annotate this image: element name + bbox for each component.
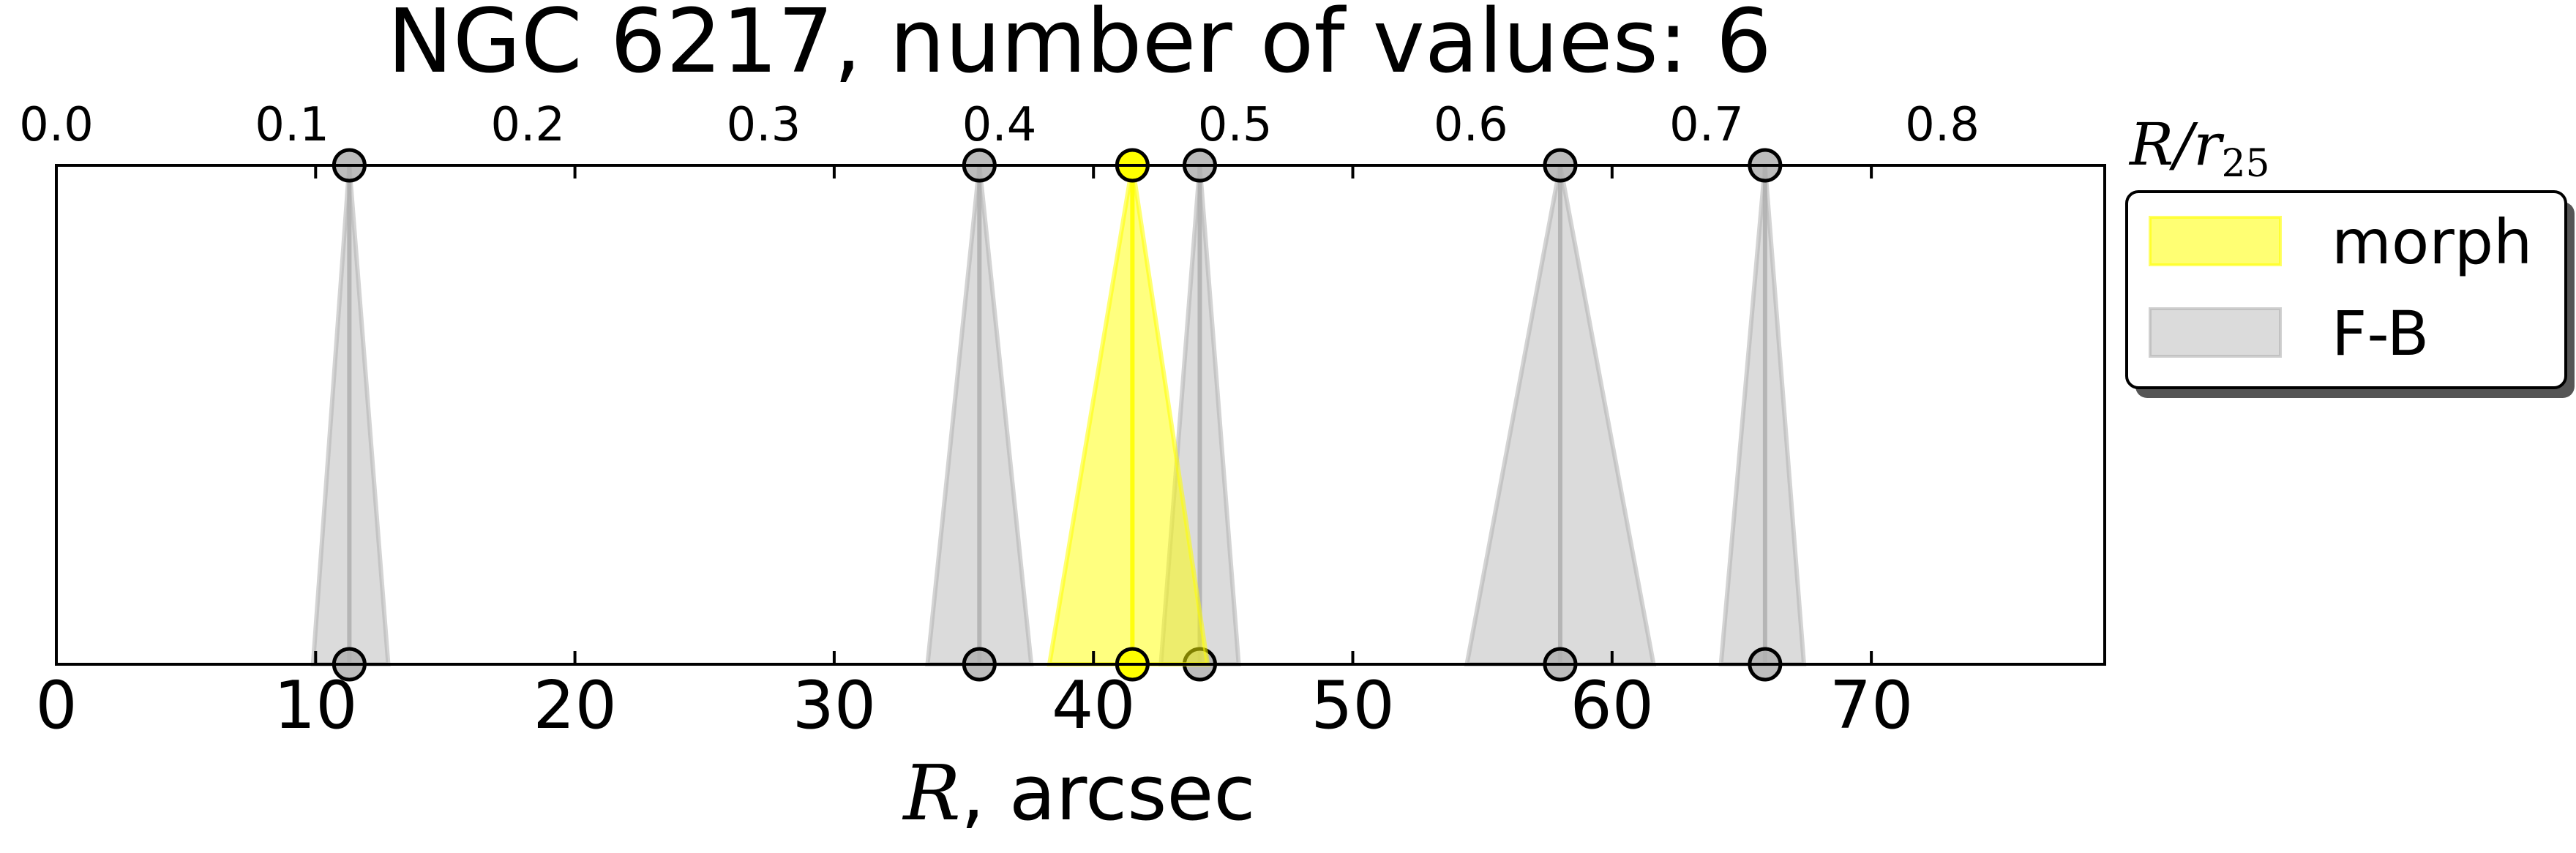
x-tick-label: 10 [274, 667, 358, 744]
x2-tick-label: 0.0 [19, 98, 94, 152]
x2-tick-label: 0.6 [1434, 98, 1508, 152]
top-axis-label-sub: 25 [2221, 142, 2269, 186]
x-tick-label: 70 [1830, 667, 1914, 744]
legend: morph F-B [2125, 190, 2575, 398]
f-b-uncertainty-4 [1718, 165, 1807, 666]
x2-tick-label: 0.1 [255, 98, 329, 152]
legend-swatch-fb [2149, 307, 2282, 358]
x2-tick-label: 0.2 [490, 98, 565, 152]
x2-tick-label: 0.4 [962, 98, 1037, 152]
chart-title: NGC 6217, number of values: 6 [387, 0, 1772, 93]
x-axis-label-text: , arcsec [961, 748, 1256, 838]
x-axis-top: 0.0 0.1 0.2 0.3 0.4 0.5 0.6 0.7 0.8 [19, 98, 1980, 152]
x-tick-label: 60 [1570, 667, 1655, 744]
plot-area [310, 148, 1807, 682]
legend-label-fb: F-B [2332, 298, 2429, 369]
x2-tick-label: 0.7 [1669, 98, 1744, 152]
x2-tick-label: 0.3 [727, 98, 801, 152]
x2-tick-label: 0.5 [1198, 98, 1273, 152]
legend-swatch-morph [2149, 216, 2282, 266]
x-axis-label: R, arcsec [902, 748, 1255, 838]
x-tick-label: 50 [1311, 667, 1395, 744]
x-axis-label-symbol: R [902, 748, 960, 838]
x-tick-label: 40 [1052, 667, 1136, 744]
x-axis-bottom: 0 10 20 30 40 50 60 70 [35, 165, 1913, 744]
plot-frame [55, 164, 2106, 666]
x-tick-label: 0 [35, 667, 77, 744]
x-tick-label: 30 [793, 667, 877, 744]
x-tick-label: 20 [533, 667, 617, 744]
legend-label-morph: morph [2332, 206, 2532, 278]
top-axis-label: R/r25 [2128, 110, 2270, 186]
x2-tick-label: 0.8 [1905, 98, 1980, 152]
top-axis-label-main: R/r [2128, 110, 2225, 179]
